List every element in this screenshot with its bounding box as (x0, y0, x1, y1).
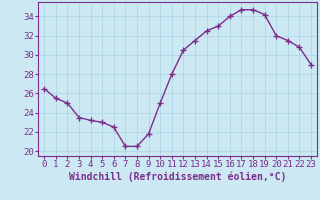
X-axis label: Windchill (Refroidissement éolien,°C): Windchill (Refroidissement éolien,°C) (69, 172, 286, 182)
